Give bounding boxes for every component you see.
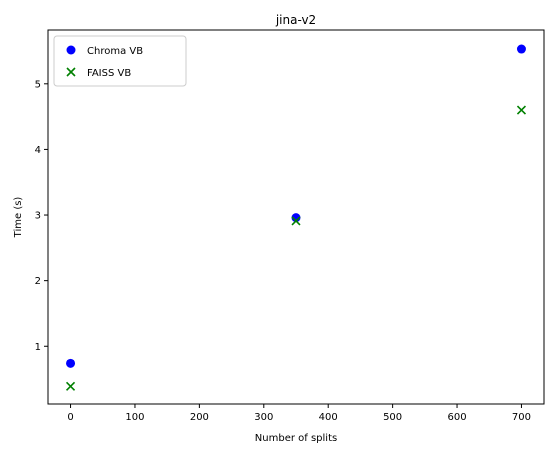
x-tick-label: 400: [319, 412, 338, 423]
x-tick-label: 100: [125, 412, 144, 423]
x-tick-label: 500: [383, 412, 402, 423]
chart-title: jina-v2: [275, 13, 316, 27]
y-tick-label: 4: [35, 145, 41, 156]
x-tick-label: 0: [67, 412, 73, 423]
x-axis-label: Number of splits: [255, 433, 337, 444]
y-tick-label: 1: [35, 342, 41, 353]
legend-label: FAISS VB: [87, 68, 131, 79]
x-axis: 0 100 200 300 400 500 600 700: [67, 404, 531, 423]
y-tick-label: 2: [35, 276, 41, 287]
y-axis-label: Time (s): [13, 197, 24, 239]
y-tick-label: 5: [35, 79, 41, 90]
legend-circle-marker: [66, 45, 76, 55]
faiss-vb-point: [291, 216, 301, 226]
x-tick-label: 200: [190, 412, 209, 423]
legend: Chroma VB FAISS VB: [53, 35, 187, 87]
legend-x-marker: [66, 67, 76, 77]
chroma-vb-point: [516, 44, 526, 54]
legend-label: Chroma VB: [87, 46, 143, 57]
x-tick-label: 300: [254, 412, 273, 423]
faiss-vb-point: [65, 381, 76, 391]
chroma-vb-point: [291, 213, 301, 223]
x-tick-label: 700: [512, 412, 531, 423]
faiss-vb-point: [516, 105, 527, 115]
y-tick-label: 3: [35, 211, 41, 222]
y-axis: 1 2 3 4 5: [35, 79, 48, 353]
chroma-vb-point: [66, 358, 76, 368]
x-tick-label: 600: [447, 412, 466, 423]
legend-box: [53, 35, 187, 87]
data-points: [65, 44, 527, 391]
